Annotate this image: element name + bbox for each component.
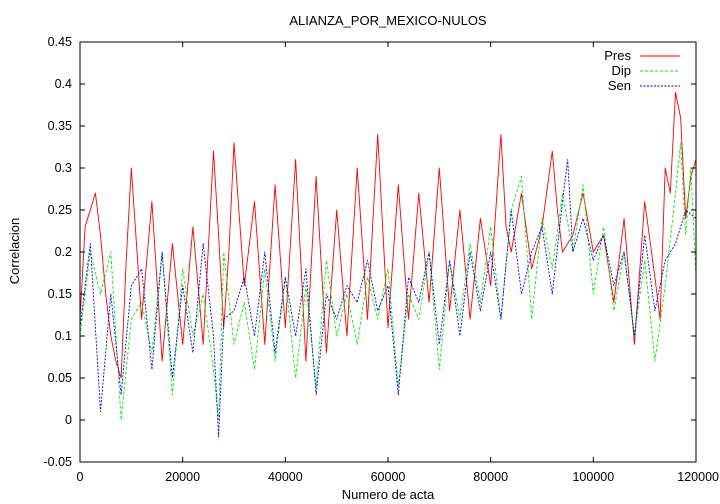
y-tick-label: 0.35 bbox=[48, 119, 72, 133]
plot-series bbox=[79, 91, 697, 438]
plot-frame bbox=[79, 41, 697, 463]
chart-title: ALIANZA_POR_MEXICO-NULOS bbox=[289, 13, 487, 28]
legend-label-sen: Sen bbox=[608, 78, 631, 93]
y-tick-label: 0.05 bbox=[48, 371, 72, 385]
x-tick-label: 0 bbox=[77, 470, 84, 484]
x-tick-label: 80000 bbox=[473, 470, 508, 484]
y-tick-label: 0.3 bbox=[55, 161, 72, 175]
x-tick-label: 120000 bbox=[677, 470, 719, 484]
series-line-dip bbox=[79, 142, 697, 421]
y-tick-label: 0.25 bbox=[48, 203, 72, 217]
series-line-pres bbox=[79, 91, 697, 379]
legend-label-dip: Dip bbox=[611, 63, 631, 78]
y-tick-label: 0.15 bbox=[48, 287, 72, 301]
axis-ticks: -0.05 0 0.05 0.1 0.15 0.2 0.25 0.3 0.35 0.4 0.45 0 2… bbox=[44, 35, 720, 484]
y-tick-label: 0.45 bbox=[48, 35, 72, 49]
y-tick-label: 0.2 bbox=[55, 245, 72, 259]
y-tick-label: 0.4 bbox=[55, 77, 72, 91]
y-tick-label: 0 bbox=[65, 413, 72, 427]
x-tick-label: 20000 bbox=[165, 470, 200, 484]
x-tick-label: 100000 bbox=[572, 470, 614, 484]
x-tick-label: 40000 bbox=[268, 470, 303, 484]
x-tick-label: 60000 bbox=[371, 470, 406, 484]
legend-label-pres: Pres bbox=[604, 48, 631, 63]
y-tick-label: 0.1 bbox=[55, 329, 72, 343]
y-axis-label: Correlacion bbox=[7, 218, 22, 284]
x-axis-label: Numero de acta bbox=[342, 487, 435, 502]
y-tick-label: -0.05 bbox=[44, 455, 73, 469]
